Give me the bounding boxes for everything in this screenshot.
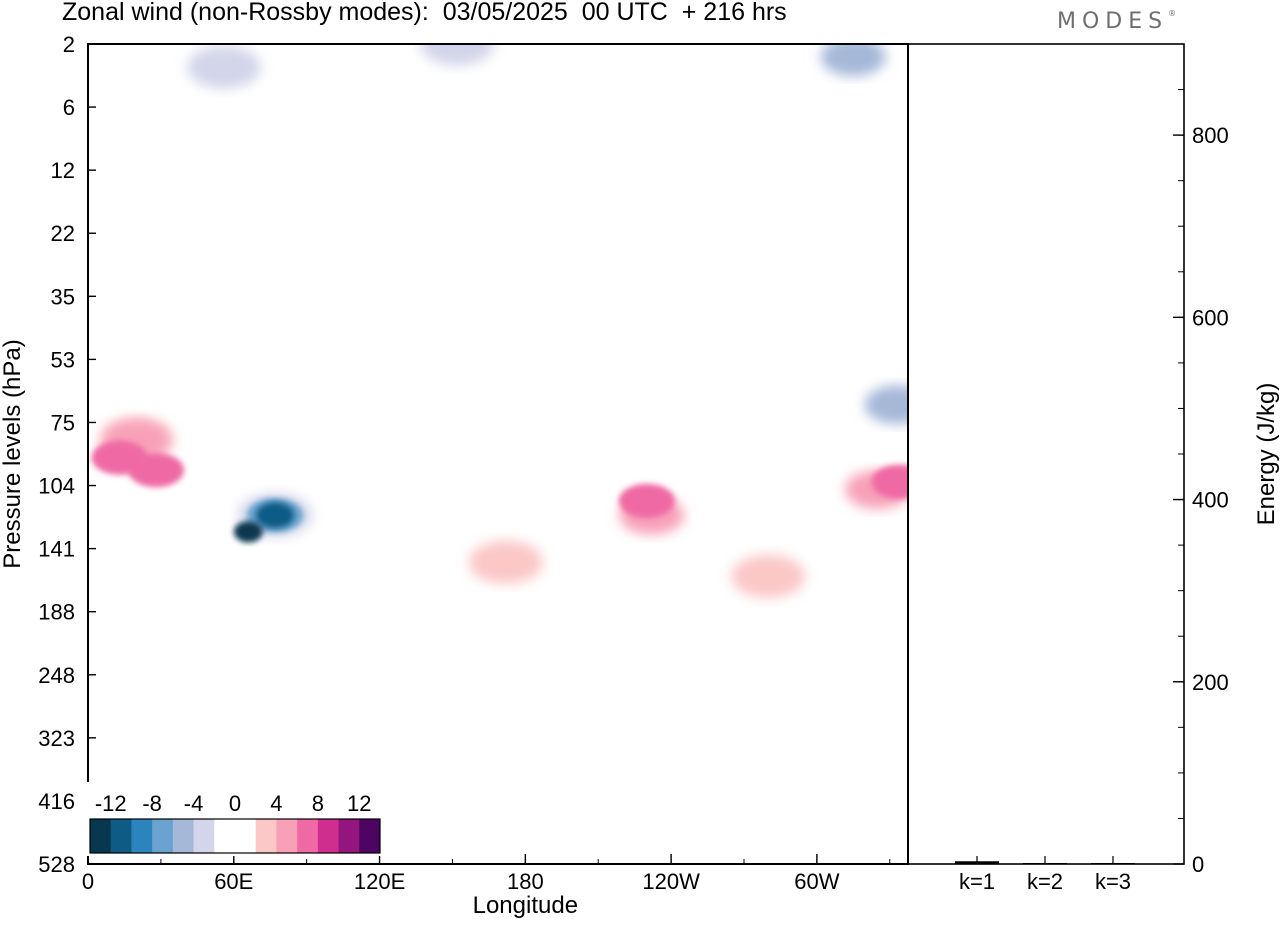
colorbar-swatch bbox=[338, 819, 360, 853]
colorbar-label: 8 bbox=[312, 791, 324, 816]
y-tick-label: 416 bbox=[38, 789, 75, 814]
colorbar-swatch bbox=[359, 819, 381, 853]
energy-tick-label: 0 bbox=[1192, 852, 1204, 877]
x-tick-label: 0 bbox=[82, 869, 94, 894]
wind-region bbox=[823, 411, 907, 459]
energy-bars: k=1 k=2 k=3 bbox=[955, 856, 1135, 894]
x-tick-label: 120W bbox=[642, 869, 700, 894]
colorbar-label: 4 bbox=[270, 791, 282, 816]
wind-region bbox=[88, 66, 130, 115]
y-tick-label: 104 bbox=[38, 474, 75, 499]
wind-region bbox=[420, 44, 495, 66]
y-tick-label: 141 bbox=[38, 537, 75, 562]
modes-logo: MODES® bbox=[1057, 9, 1176, 34]
energy-tick-label: 800 bbox=[1192, 123, 1229, 148]
wind-region bbox=[864, 385, 908, 425]
y-tick-label: 53 bbox=[51, 347, 75, 372]
colorbar-swatch bbox=[172, 819, 195, 853]
wind-region bbox=[871, 464, 908, 499]
x-tick-label: 120E bbox=[354, 869, 405, 894]
energy-category-label: k=3 bbox=[1095, 869, 1131, 894]
y-axis-label: Pressure levels (hPa) bbox=[0, 339, 26, 568]
colorbar-label: 0 bbox=[229, 791, 241, 816]
registered-mark: ® bbox=[1168, 9, 1177, 18]
energy-tick-label: 200 bbox=[1192, 670, 1229, 695]
x-tick-label: 60W bbox=[794, 869, 839, 894]
energy-tick-label: 400 bbox=[1192, 488, 1229, 513]
x-axis-label: Longitude bbox=[473, 892, 578, 919]
axes: 0 60E 120E 180 120W 60W Longitude 2 6 12 22 35 53 75 1… bbox=[0, 32, 1280, 919]
wind-region bbox=[731, 554, 806, 598]
y-tick-label: 188 bbox=[38, 600, 75, 625]
wind-region bbox=[187, 45, 262, 89]
wind-region bbox=[820, 44, 886, 77]
y-tick-label: 22 bbox=[51, 221, 75, 246]
wind-region bbox=[610, 767, 694, 815]
wind-region bbox=[618, 483, 675, 519]
colorbar-label: -12 bbox=[95, 791, 127, 816]
y-tick-label: 528 bbox=[38, 852, 75, 877]
colorbar-swatch bbox=[193, 819, 215, 853]
y-tick-label: 6 bbox=[63, 95, 75, 120]
energy-tick-label: 600 bbox=[1192, 305, 1229, 330]
y-tick-label: 2 bbox=[63, 32, 75, 57]
energy-category-label: k=2 bbox=[1027, 869, 1063, 894]
colorbar-swatch bbox=[255, 819, 277, 853]
x-tick-label: 180 bbox=[507, 869, 544, 894]
colorbar-swatch bbox=[276, 819, 298, 853]
colorbar-swatch bbox=[90, 819, 112, 853]
wind-region bbox=[233, 521, 263, 543]
chart-title: Zonal wind (non-Rossby modes): 03/05/202… bbox=[62, 0, 787, 26]
colorbar-label: -4 bbox=[184, 791, 204, 816]
colorbar-swatch bbox=[317, 819, 340, 853]
wind-region bbox=[338, 120, 422, 168]
wind-region bbox=[128, 452, 185, 488]
wind-field bbox=[88, 44, 908, 864]
colorbar-swatch bbox=[110, 819, 132, 853]
wind-region bbox=[782, 761, 866, 809]
wind-region bbox=[468, 540, 543, 584]
colorbar-swatch bbox=[214, 819, 236, 853]
wind-region bbox=[265, 204, 349, 253]
logo-text: MODES bbox=[1057, 9, 1169, 34]
wind-region bbox=[256, 502, 295, 528]
colorbar-frame bbox=[89, 818, 381, 854]
plot-background bbox=[88, 44, 908, 864]
y-tick-label: 248 bbox=[38, 663, 75, 688]
y-tick-label: 35 bbox=[51, 284, 75, 309]
colorbar-swatch bbox=[235, 819, 257, 853]
energy-category-label: k=1 bbox=[959, 869, 995, 894]
colorbar: -12 -8 -4 0 4 8 12 bbox=[87, 782, 383, 856]
wind-region bbox=[483, 578, 567, 626]
energy-axis-label: Energy (J/kg) bbox=[1253, 383, 1280, 526]
colorbar-label: -8 bbox=[142, 791, 162, 816]
colorbar-swatch bbox=[152, 819, 174, 853]
colorbar-swatch bbox=[297, 819, 319, 853]
y-tick-label: 12 bbox=[51, 158, 75, 183]
energy-panel-frame bbox=[907, 43, 1185, 865]
y-tick-label: 323 bbox=[38, 726, 75, 751]
x-tick-label: 60E bbox=[214, 869, 253, 894]
y-tick-label: 75 bbox=[51, 410, 75, 435]
colorbar-label: 12 bbox=[347, 791, 371, 816]
colorbar-swatch bbox=[131, 819, 153, 853]
